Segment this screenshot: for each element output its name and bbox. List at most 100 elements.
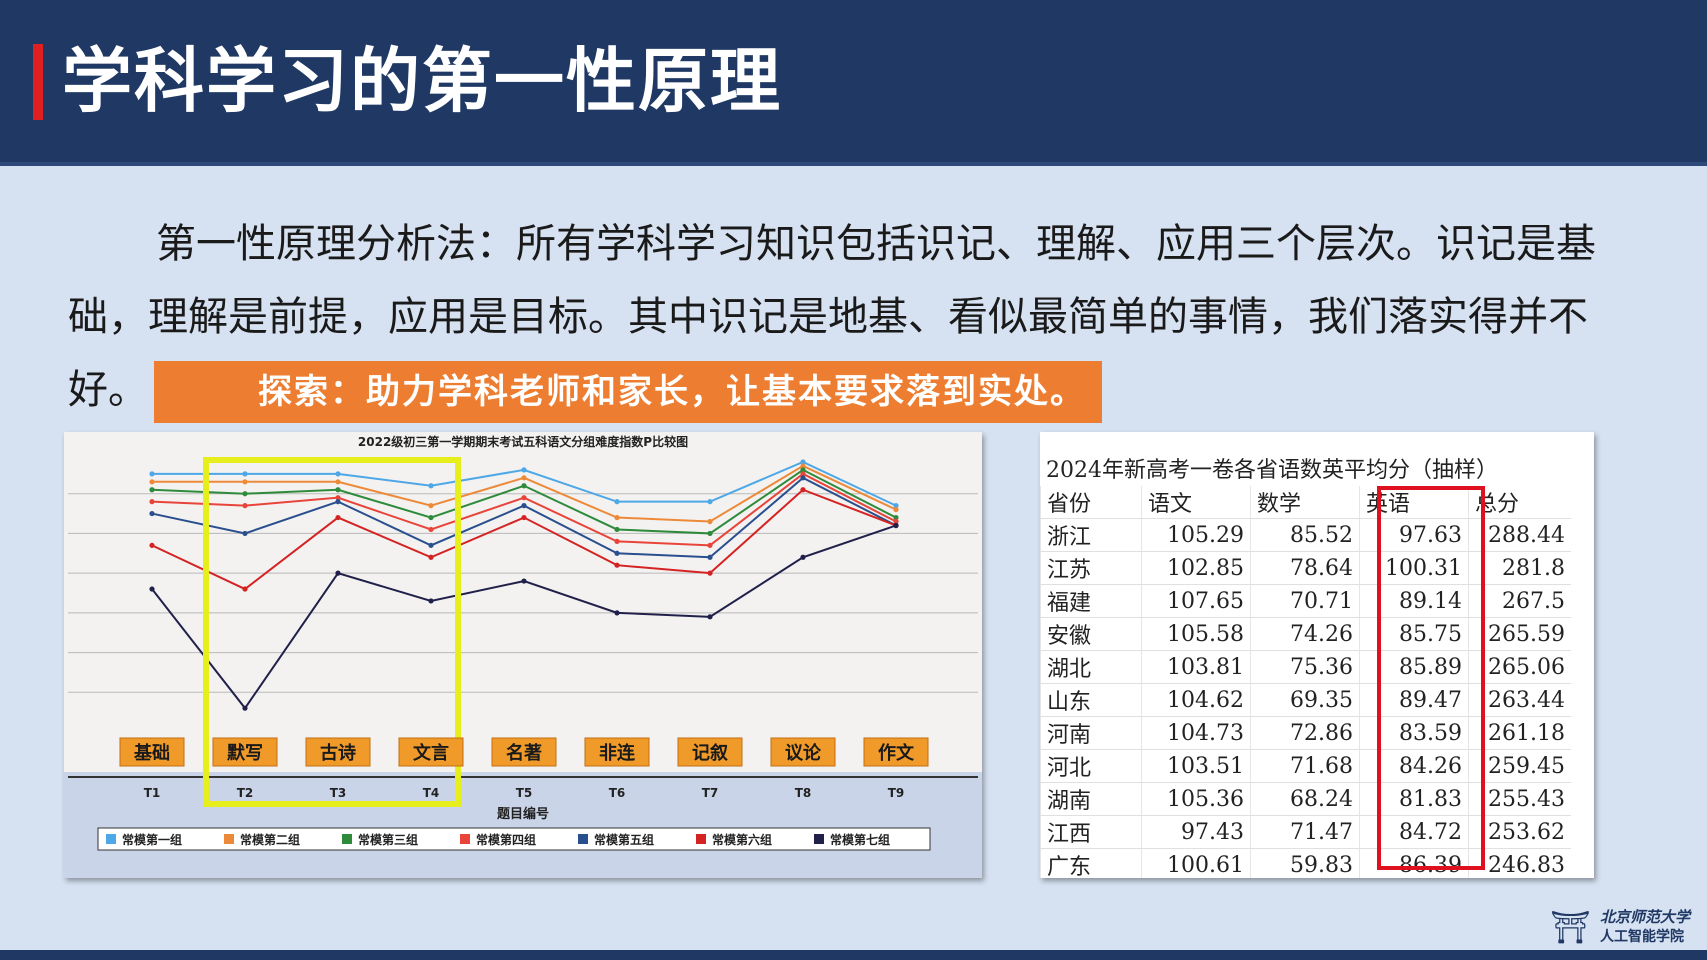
table-row: 安徽 105.58 74.26 85.75 265.59 (1040, 617, 1571, 651)
table-row: 广东 100.61 59.83 86.39 246.83 (1040, 848, 1571, 878)
chart-point (521, 578, 527, 584)
chart-legend-label: 常模第三组 (358, 832, 418, 847)
cell-score: 71.47 (1250, 815, 1360, 849)
chart-point (614, 514, 620, 521)
logo-line1: 北京师范大学 (1600, 908, 1691, 926)
cell-score: 74.26 (1250, 617, 1360, 651)
chart-point (893, 503, 899, 509)
chart-legend-label: 常模第四组 (476, 832, 536, 847)
table-row: 山东 104.62 69.35 89.47 263.44 (1040, 683, 1571, 717)
chart-tick-label: T8 (795, 786, 812, 800)
cell-score: 105.36 (1141, 782, 1251, 816)
table-row: 河北 103.51 71.68 84.26 259.45 (1040, 749, 1571, 783)
cell-score: 281.8 (1468, 551, 1571, 585)
chart-point (521, 483, 527, 489)
cell-province: 江苏 (1040, 551, 1142, 585)
title-accent-bar (33, 44, 43, 120)
chart-legend-label: 常模第七组 (830, 832, 890, 847)
chart-point (614, 526, 620, 533)
cell-score: 253.62 (1468, 815, 1571, 849)
cell-score: 69.35 (1250, 683, 1360, 717)
chart-point (521, 467, 527, 473)
chart-point (149, 487, 155, 493)
chart-point (800, 459, 806, 465)
chart-category-label: 文言 (413, 742, 449, 764)
table-body: 浙江 105.29 85.52 97.63 288.44 江苏 102.85 78.64 100… (1040, 518, 1571, 878)
chart-title: 2022级初三第一学期期末考试五科语文分组难度指数P比较图 (358, 434, 688, 449)
chart-point (521, 495, 527, 501)
score-table-image: 2024年新高考一卷各省语数英平均分（抽样） 省份 语文 数学 英语 总分 浙江… (1040, 432, 1594, 878)
cell-province: 河北 (1040, 749, 1142, 783)
cell-score: 70.71 (1250, 584, 1360, 618)
bnu-logo: ⛩ 北京师范大学 人工智能学院 (1550, 904, 1700, 948)
difficulty-chart: 2022级初三第一学期期末考试五科语文分组难度指数P比较图 基础 默写 古诗 文言 名著 非… (64, 432, 982, 878)
highlight-callout: 探索：助力学科老师和家长，让基本要求落到实处。 (154, 361, 1102, 423)
chart-point (893, 514, 899, 521)
logo-line2: 人工智能学院 (1600, 929, 1684, 945)
cell-score: 107.65 (1141, 584, 1251, 618)
chart-category-box (119, 737, 185, 767)
chart-tick-label: T7 (702, 786, 719, 800)
chart-legend-label: 常模第五组 (594, 832, 654, 847)
chart-point (893, 507, 899, 513)
cell-province: 江西 (1040, 815, 1142, 849)
chart-point (707, 530, 713, 537)
chart-legend-swatch (578, 834, 588, 844)
chart-point (614, 562, 620, 568)
cell-province: 广东 (1040, 848, 1142, 878)
cell-score: 75.36 (1250, 650, 1360, 684)
chart-point (335, 471, 341, 477)
chart-point (428, 554, 434, 560)
cell-score: 72.86 (1250, 716, 1360, 750)
chart-point (428, 514, 434, 521)
chart-point (428, 483, 434, 489)
chart-point (521, 475, 527, 481)
cell-score: 105.29 (1141, 518, 1251, 552)
chart-point (893, 518, 899, 525)
table-row: 湖北 103.81 75.36 85.89 265.06 (1040, 650, 1571, 684)
chart-x-label: 题目编号 (497, 806, 549, 822)
cell-score: 103.81 (1141, 650, 1251, 684)
chart-point (707, 554, 713, 560)
chart-point (242, 705, 248, 711)
chart-bottom-band (64, 772, 982, 878)
cell-province: 浙江 (1040, 518, 1142, 552)
chart-point (893, 522, 899, 529)
chart-tick-label: T9 (888, 786, 905, 800)
chart-point (614, 538, 620, 544)
cell-score: 68.24 (1250, 782, 1360, 816)
title-bar: 学科学习的第一性原理 (0, 0, 1707, 162)
chart-point (800, 487, 806, 493)
chart-point (614, 610, 620, 616)
chart-highlight-box (203, 457, 461, 807)
chart-point (614, 499, 620, 505)
score-table: 省份 语文 数学 英语 总分 浙江 105.29 85.52 97.63 288.44 江… (1040, 486, 1571, 878)
chart-category-box (584, 737, 650, 767)
chart-point (242, 491, 248, 497)
cell-score: 103.51 (1141, 749, 1251, 783)
chart-category-label: 古诗 (320, 742, 356, 764)
cell-score: 261.18 (1468, 716, 1571, 750)
cell-province: 山东 (1040, 683, 1142, 717)
chart-category-box (491, 737, 557, 767)
chart-point (707, 614, 713, 620)
chart-category-box (398, 737, 464, 767)
english-column-highlight (1377, 486, 1485, 870)
cell-score: 255.43 (1468, 782, 1571, 816)
cell-province: 湖北 (1040, 650, 1142, 684)
chart-point (242, 479, 248, 485)
table-row: 浙江 105.29 85.52 97.63 288.44 (1040, 518, 1571, 552)
chart-point (335, 487, 341, 493)
cell-score: 267.5 (1468, 584, 1571, 618)
chart-point (428, 542, 434, 548)
chart-point (335, 570, 341, 576)
page-title: 学科学习的第一性原理 (62, 40, 782, 122)
chart-point (242, 530, 248, 537)
chart-category-label: 非连 (599, 742, 636, 764)
chart-legend-swatch (106, 834, 116, 844)
table-caption: 2024年新高考一卷各省语数英平均分（抽样） (1046, 458, 1498, 483)
cell-score: 59.83 (1250, 848, 1360, 878)
cell-score: 246.83 (1468, 848, 1571, 878)
chart-point (149, 510, 155, 517)
chart-point (521, 514, 527, 521)
